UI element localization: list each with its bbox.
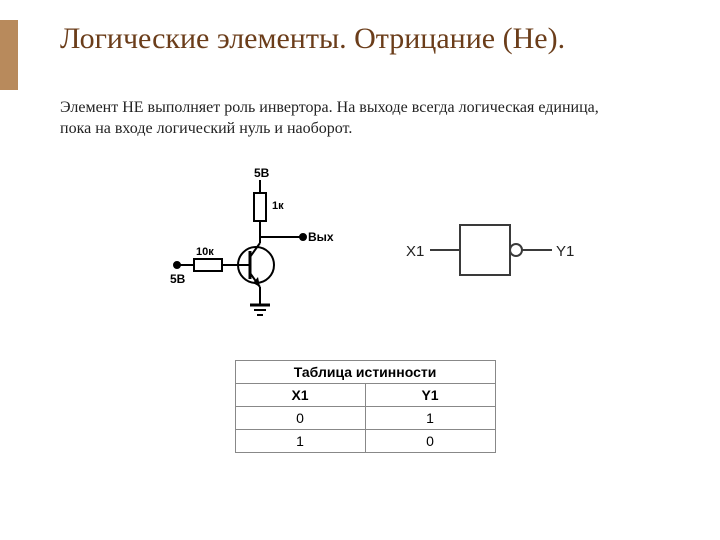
table-cell: 0 <box>235 406 365 429</box>
r-base-label: 10к <box>196 246 214 258</box>
page-title: Логические элементы. Отрицание (Не). <box>60 22 670 57</box>
description-text: Элемент НЕ выполняет роль инвертора. На … <box>60 97 620 140</box>
logic-input-label: X1 <box>406 243 424 260</box>
table-cell: 0 <box>365 429 495 452</box>
vcc-label: 5В <box>254 166 270 180</box>
input-v-label: 5В <box>170 272 186 286</box>
slide-body: Логические элементы. Отрицание (Не). Эле… <box>0 0 720 453</box>
transistor-circuit-diagram: 5В 1к 10к 5В Вых <box>150 165 350 335</box>
r-collector-label: 1к <box>272 200 284 212</box>
truth-table-header: X1 <box>235 383 365 406</box>
logic-output-label: Y1 <box>556 243 574 260</box>
truth-table-header: Y1 <box>365 383 495 406</box>
diagrams-row: 5В 1к 10к 5В Вых X1 Y1 <box>60 165 670 335</box>
output-label: Вых <box>308 230 334 244</box>
table-cell: 1 <box>365 406 495 429</box>
accent-bar <box>0 20 18 90</box>
truth-table: Таблица истинности X1 Y1 0 1 1 0 <box>235 360 496 453</box>
truth-table-caption: Таблица истинности <box>235 360 495 383</box>
table-row: 0 1 <box>235 406 495 429</box>
table-cell: 1 <box>235 429 365 452</box>
table-row: 1 0 <box>235 429 495 452</box>
logic-not-symbol: X1 Y1 <box>400 210 580 290</box>
